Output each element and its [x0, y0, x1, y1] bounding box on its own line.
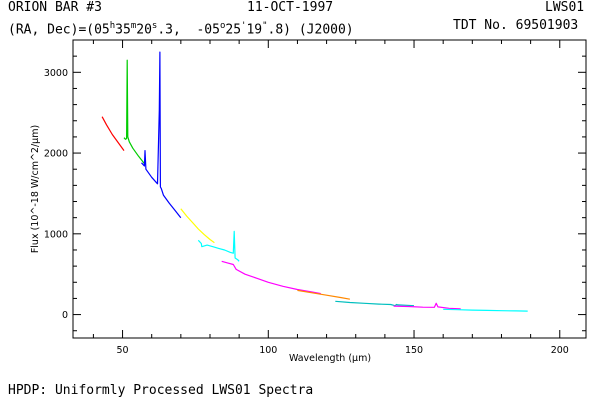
y-axis-title: Flux (10^-18 W/cm^2/μm) [30, 125, 41, 253]
spectrum-segment-5 [197, 230, 240, 262]
ra-minute-unit: m [130, 21, 137, 31]
spectrum-segment-8 [335, 300, 415, 307]
plot-frame [72, 39, 587, 339]
observation-date: 11-OCT-1997 [247, 0, 334, 15]
y-tick-label: 1000 [44, 229, 68, 240]
x-tick-label: 150 [405, 345, 423, 356]
footer-caption: HPDP: Uniformly Processed LWS01 Spectra [8, 383, 314, 398]
dec-degree-unit: o [219, 21, 226, 31]
ra-minutes: 35 [115, 22, 131, 38]
ra-second-unit: s [151, 21, 158, 31]
coordinates: (RA, Dec)=(05h35m20s.3, -05o25'19".8) (J… [8, 19, 354, 37]
spectrum-segment-7 [297, 289, 351, 300]
coord-suffix: .8) (J2000) [267, 22, 354, 38]
x-tick-label: 100 [259, 345, 277, 356]
x-tick-label: 50 [117, 345, 129, 356]
y-tick-label: 3000 [44, 68, 68, 79]
coord-middle: .3, -05 [157, 22, 220, 38]
ra-hour-unit: h [109, 21, 116, 31]
dec-arcmin-unit: ' [241, 21, 247, 31]
spectrum-segment-1 [101, 116, 125, 151]
coord-prefix: (RA, Dec)=(05 [8, 22, 110, 38]
object-name: ORION BAR #3 [8, 0, 102, 15]
spectrum-segment-2 [123, 59, 145, 164]
x-axis-title: Wavelength (μm) [289, 353, 371, 364]
dec-arcsec: 19 [246, 22, 263, 38]
spectrum-segment-10 [443, 308, 528, 312]
spectrum-segment-3 [141, 51, 182, 219]
y-tick-label: 2000 [44, 149, 68, 160]
instrument-mode: LWS01 [545, 0, 585, 15]
spectrum-segment-6 [221, 260, 321, 295]
ra-seconds: 20 [136, 22, 152, 38]
y-tick-label: 0 [62, 310, 68, 321]
dec-arcsec-unit: " [262, 21, 268, 31]
spectrum-segment-9 [393, 302, 461, 310]
dec-arcmin: 25 [225, 22, 242, 38]
tdt-number: TDT No. 69501903 [453, 18, 579, 33]
series-group [101, 51, 528, 312]
spectrum-segment-4 [180, 208, 215, 244]
x-tick-label: 200 [551, 345, 569, 356]
